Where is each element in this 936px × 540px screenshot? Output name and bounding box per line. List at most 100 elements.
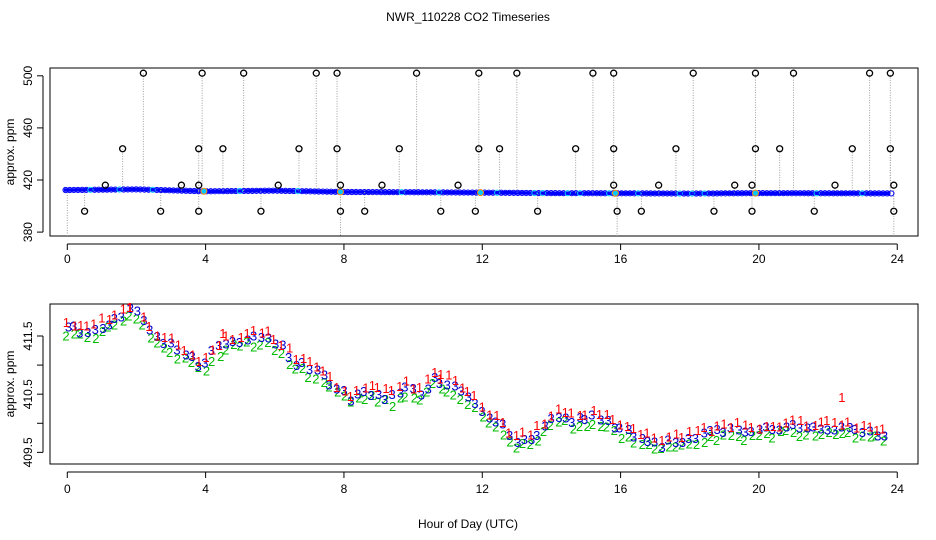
top-spike-high-point	[513, 69, 521, 77]
top-baseline-point	[124, 186, 131, 193]
top-x-tick-label: 0	[64, 252, 71, 266]
top-baseline-point	[460, 189, 468, 196]
digit-series-2: 2	[555, 414, 562, 429]
top-baseline-point	[867, 190, 874, 197]
digit-series-2: 2	[321, 375, 328, 390]
digit-series-3: 3	[742, 425, 749, 440]
digit-series-2: 2	[450, 388, 457, 403]
digit-series-2: 2	[651, 441, 658, 456]
digit-series-3: 3	[401, 379, 408, 394]
top-baseline-point	[299, 188, 306, 195]
digit-series-3: 3	[410, 381, 417, 396]
top-highlight-point	[200, 187, 208, 195]
digit-series-1: 1	[403, 374, 410, 389]
top-baseline-point	[494, 189, 501, 196]
digit-series-1: 1	[437, 372, 444, 387]
digit-series-2: 2	[125, 308, 132, 323]
digit-series-1: 1	[63, 315, 70, 330]
top-dip-point	[471, 207, 480, 215]
digit-series-2: 2	[401, 390, 408, 405]
digit-series-2: 2	[618, 431, 625, 446]
top-baseline-point	[328, 188, 335, 195]
top-baseline-point	[373, 189, 380, 196]
digit-series-1: 1	[860, 418, 867, 433]
digit-series-3: 3	[367, 388, 374, 403]
top-baseline-point	[157, 186, 165, 194]
top-baseline-point	[552, 190, 559, 197]
digit-series-2: 2	[153, 335, 160, 350]
top-spike-mid-point	[571, 145, 580, 153]
top-spike-mid-point	[395, 145, 403, 153]
digit-series-3: 3	[859, 425, 866, 440]
digit-series-3: 3	[672, 435, 679, 450]
digit-series-2: 2	[693, 437, 700, 452]
digit-series-2: 2	[147, 330, 154, 345]
digit-series-2: 2	[825, 425, 832, 440]
digit-series-1: 1	[555, 402, 562, 417]
digit-series-1: 1	[493, 408, 500, 423]
digit-series-3: 3	[804, 421, 811, 436]
digit-series-1-peak: 1	[126, 300, 133, 315]
top-baseline-point	[390, 189, 397, 196]
top-baseline-point	[319, 188, 326, 195]
top-baseline-point	[261, 187, 268, 194]
chart-title: NWR_110228 CO2 Timeseries	[386, 10, 550, 24]
digit-series-2: 2	[133, 311, 140, 326]
top-baseline-point	[166, 187, 173, 194]
top-baseline-point	[884, 190, 891, 197]
digit-series-1: 1	[459, 380, 466, 395]
top-spike-high-point	[589, 69, 597, 77]
top-baseline-point	[440, 189, 447, 196]
digit-series-3: 3	[514, 435, 521, 450]
digit-series-1: 1	[396, 379, 403, 394]
digit-series-1: 1	[853, 420, 860, 435]
digit-series-3: 3	[106, 317, 113, 332]
digit-series-3: 3	[298, 355, 305, 370]
digit-series-1: 1	[624, 419, 631, 434]
digit-series-3: 3	[713, 422, 720, 437]
digit-series-3: 3	[451, 379, 458, 394]
top-baseline-point	[527, 189, 534, 197]
digit-series-3: 3	[76, 325, 83, 340]
top-plot-frame	[49, 67, 919, 237]
digit-series-3: 3	[167, 335, 174, 350]
top-spike-small-point	[378, 181, 386, 189]
top-baseline-point	[469, 189, 476, 196]
digit-series-3: 3	[381, 392, 388, 407]
top-spike-high-point	[139, 69, 148, 77]
top-spike-mid-point	[751, 145, 760, 153]
top-baseline-point	[207, 188, 214, 195]
digit-series-3: 3	[630, 429, 637, 444]
digit-series-1: 1	[590, 403, 597, 418]
top-baseline-point	[444, 189, 451, 196]
top-baseline-point	[697, 190, 704, 197]
digit-series-3: 3	[354, 386, 361, 401]
top-spike-mid-point	[672, 145, 680, 153]
digit-series-2: 2	[361, 392, 368, 407]
digit-series-3: 3	[160, 336, 167, 351]
top-baseline-point	[577, 190, 584, 197]
top-spike-small-point	[195, 181, 203, 189]
digit-series-3: 3	[639, 431, 646, 446]
bottom-x-tick-label: 16	[614, 482, 628, 496]
digit-series-3: 3	[679, 435, 686, 450]
digit-series-1: 1	[818, 414, 825, 429]
digit-series-3: 3	[478, 404, 485, 419]
digit-series-1: 1	[90, 316, 97, 331]
digit-series-3: 3	[471, 396, 478, 411]
top-baseline-point	[805, 190, 812, 197]
digit-series-2: 2	[713, 433, 720, 448]
top-baseline-point	[128, 186, 136, 193]
digit-series-1: 1	[831, 415, 838, 430]
top-spike-high-point	[610, 69, 618, 77]
digit-series-3: 3	[831, 422, 838, 437]
digit-series-2: 2	[464, 397, 471, 412]
top-baseline-point	[618, 190, 625, 197]
top-baseline-point	[62, 186, 69, 194]
digit-series-1: 1	[111, 308, 118, 323]
digit-series-1: 1	[770, 419, 777, 434]
digit-series-2: 2	[195, 360, 202, 375]
top-dip-point	[361, 207, 369, 215]
top-baseline-point	[240, 187, 248, 195]
top-baseline-point	[415, 189, 422, 196]
